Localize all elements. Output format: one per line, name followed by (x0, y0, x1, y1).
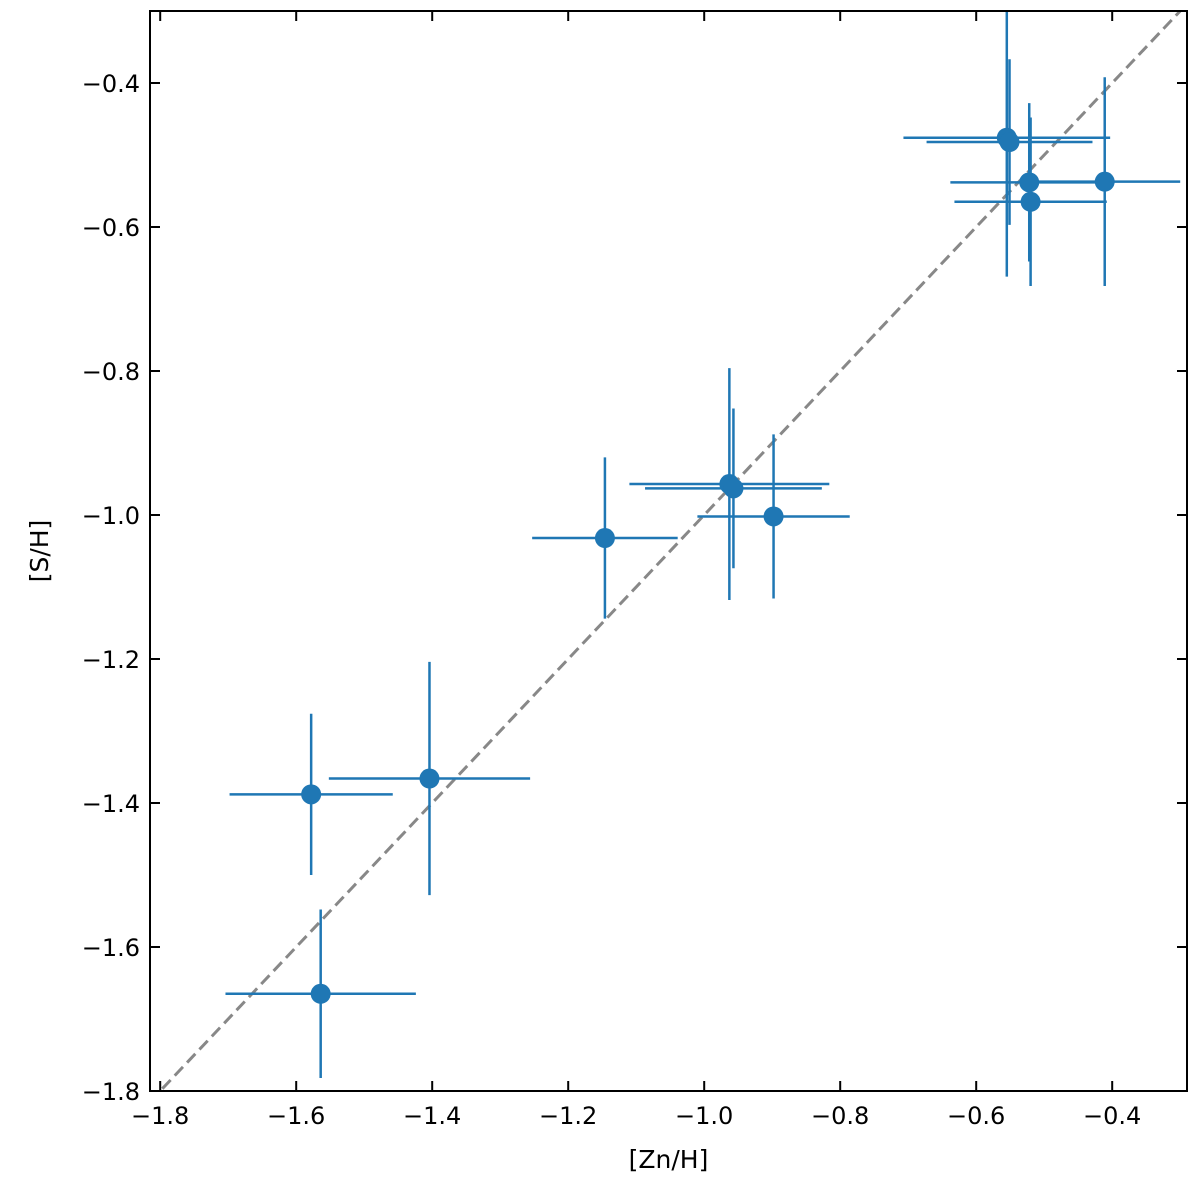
y-tick-label-3: −1.2 (82, 646, 140, 674)
y-tick-label-1: −1.6 (82, 934, 140, 962)
data-point-3 (594, 528, 615, 549)
x-tick-label-3: −1.2 (539, 1102, 597, 1130)
data-point-8 (999, 132, 1020, 153)
data-point-11 (1094, 171, 1115, 192)
x-tick-label-6: −0.6 (947, 1102, 1005, 1130)
y-tick-label-6: −0.6 (82, 214, 140, 242)
y-tick-label-0: −1.8 (82, 1078, 140, 1106)
y-axis-label: [S/H] (25, 520, 54, 583)
x-tick-label-4: −1.0 (675, 1102, 733, 1130)
y-tick-label-7: −0.4 (82, 70, 140, 98)
y-tick-label-2: −1.4 (82, 790, 140, 818)
plot-frame (149, 10, 1188, 1092)
x-tick-label-2: −1.4 (403, 1102, 461, 1130)
data-point-0 (310, 983, 331, 1004)
x-tick-label-0: −1.8 (131, 1102, 189, 1130)
y-tick-label-4: −1.0 (82, 502, 140, 530)
data-point-6 (763, 506, 784, 527)
data-point-9 (1019, 172, 1040, 193)
data-layer (158, 11, 1183, 1091)
x-tick-label-5: −0.8 (811, 1102, 869, 1130)
tick-layer: −1.8 −1.6 −1.4 −1.2 −1.0 −0.8 −0.6 −0.4 −1.8 −1.6… (82, 11, 1187, 1130)
y-tick-label-5: −0.8 (82, 358, 140, 386)
x-tick-label-7: −0.4 (1083, 1102, 1141, 1130)
x-axis-label: [Zn/H] (629, 1145, 709, 1174)
data-point-2 (419, 768, 440, 789)
data-point-10 (1020, 191, 1041, 212)
data-point-5 (723, 478, 744, 499)
x-tick-label-1: −1.6 (267, 1102, 325, 1130)
data-point-1 (301, 784, 322, 805)
